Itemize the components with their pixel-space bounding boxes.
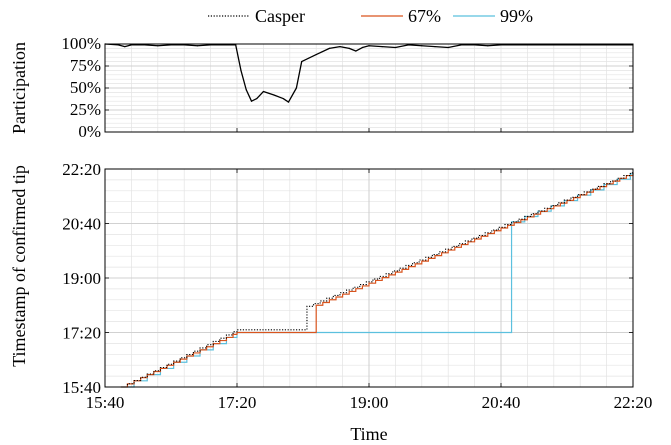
participation-point-31 [408,44,410,46]
timestamp-xtick-4: 22:20 [614,393,653,412]
participation-point-25 [348,47,350,50]
timestamp-series-0 [120,171,634,388]
timestamp-ytick-4: 22:20 [62,160,101,179]
participation-ytick-0: 0% [78,122,101,141]
participation-point-21 [301,61,303,63]
participation-point-11 [235,44,237,46]
participation-point-39 [513,44,515,46]
participation-point-6 [170,44,172,46]
participation-point-30 [394,46,396,49]
timestamp-xtick-3: 20:40 [482,393,521,412]
participation-point-15 [256,97,258,100]
timestamp-xtick-0: 15:40 [86,393,125,412]
timestamp-ytick-1: 17:20 [62,324,101,343]
participation-panel: 0% 25% 50% 75% 100% Participation [9,34,634,141]
timestamp-ytick-0: 15:40 [62,378,101,397]
participation-point-37 [487,45,489,47]
participation-point-22 [315,53,317,56]
participation-point-7 [183,44,185,46]
participation-point-12 [240,69,242,71]
participation-point-10 [223,44,225,46]
participation-point-8 [196,45,198,47]
participation-point-32 [421,45,423,47]
participation-ytick-1: 25% [70,100,101,119]
participation-point-13 [245,89,247,91]
participation-point-20 [295,87,297,89]
participation-ylabel: Participation [9,42,29,134]
participation-point-26 [355,50,357,52]
participation-point-23 [328,47,330,50]
participation-point-14 [250,100,253,102]
timestamp-series-2 [120,172,634,388]
timestamp-ytick-2: 19:00 [62,269,101,288]
participation-point-16 [262,90,264,93]
legend-label-0: Casper [255,6,305,26]
participation-point-17 [273,94,275,96]
participation-point-41 [553,44,555,46]
participation-point-2 [124,46,126,48]
timestamp-series-1 [120,172,634,388]
participation-point-28 [368,45,370,47]
participation-point-4 [144,44,146,46]
timestamp-ytick-3: 20:40 [62,215,101,234]
participation-ytick-2: 50% [70,78,101,97]
participation-point-29 [381,46,383,48]
timestamp-ylabel: Timestamp of confirmed tip [9,165,29,367]
participation-ytick-4: 100% [61,34,101,53]
legend-label-2: 99% [500,6,533,26]
participation-point-18 [282,97,284,100]
timestamp-xlabel: Time [350,424,387,444]
participation-point-33 [434,46,436,48]
participation-point-34 [447,46,449,49]
participation-point-19 [287,101,290,103]
participation-point-27 [361,46,363,49]
timestamp-panel: 15:40 17:20 19:00 20:40 22:20 15:40 17:20 19:00… [9,160,652,444]
participation-point-42 [579,44,581,46]
participation-point-43 [606,44,608,46]
timestamp-xtick-2: 19:00 [350,393,389,412]
participation-point-40 [526,44,529,46]
participation-ytick-3: 75% [70,56,101,75]
participation-point-0 [104,43,106,45]
participation-point-24 [339,46,341,48]
participation-point-35 [460,44,462,46]
legend-label-1: 67% [408,6,441,26]
participation-point-5 [157,45,159,47]
participation-point-44 [632,44,634,46]
participation-point-9 [210,44,212,46]
participation-point-38 [500,44,502,46]
participation-point-3 [130,44,132,46]
participation-point-1 [117,44,119,46]
participation-point-36 [474,44,476,46]
timestamp-xtick-1: 17:20 [218,393,257,412]
legend: Casper 67% 99% [208,6,533,26]
